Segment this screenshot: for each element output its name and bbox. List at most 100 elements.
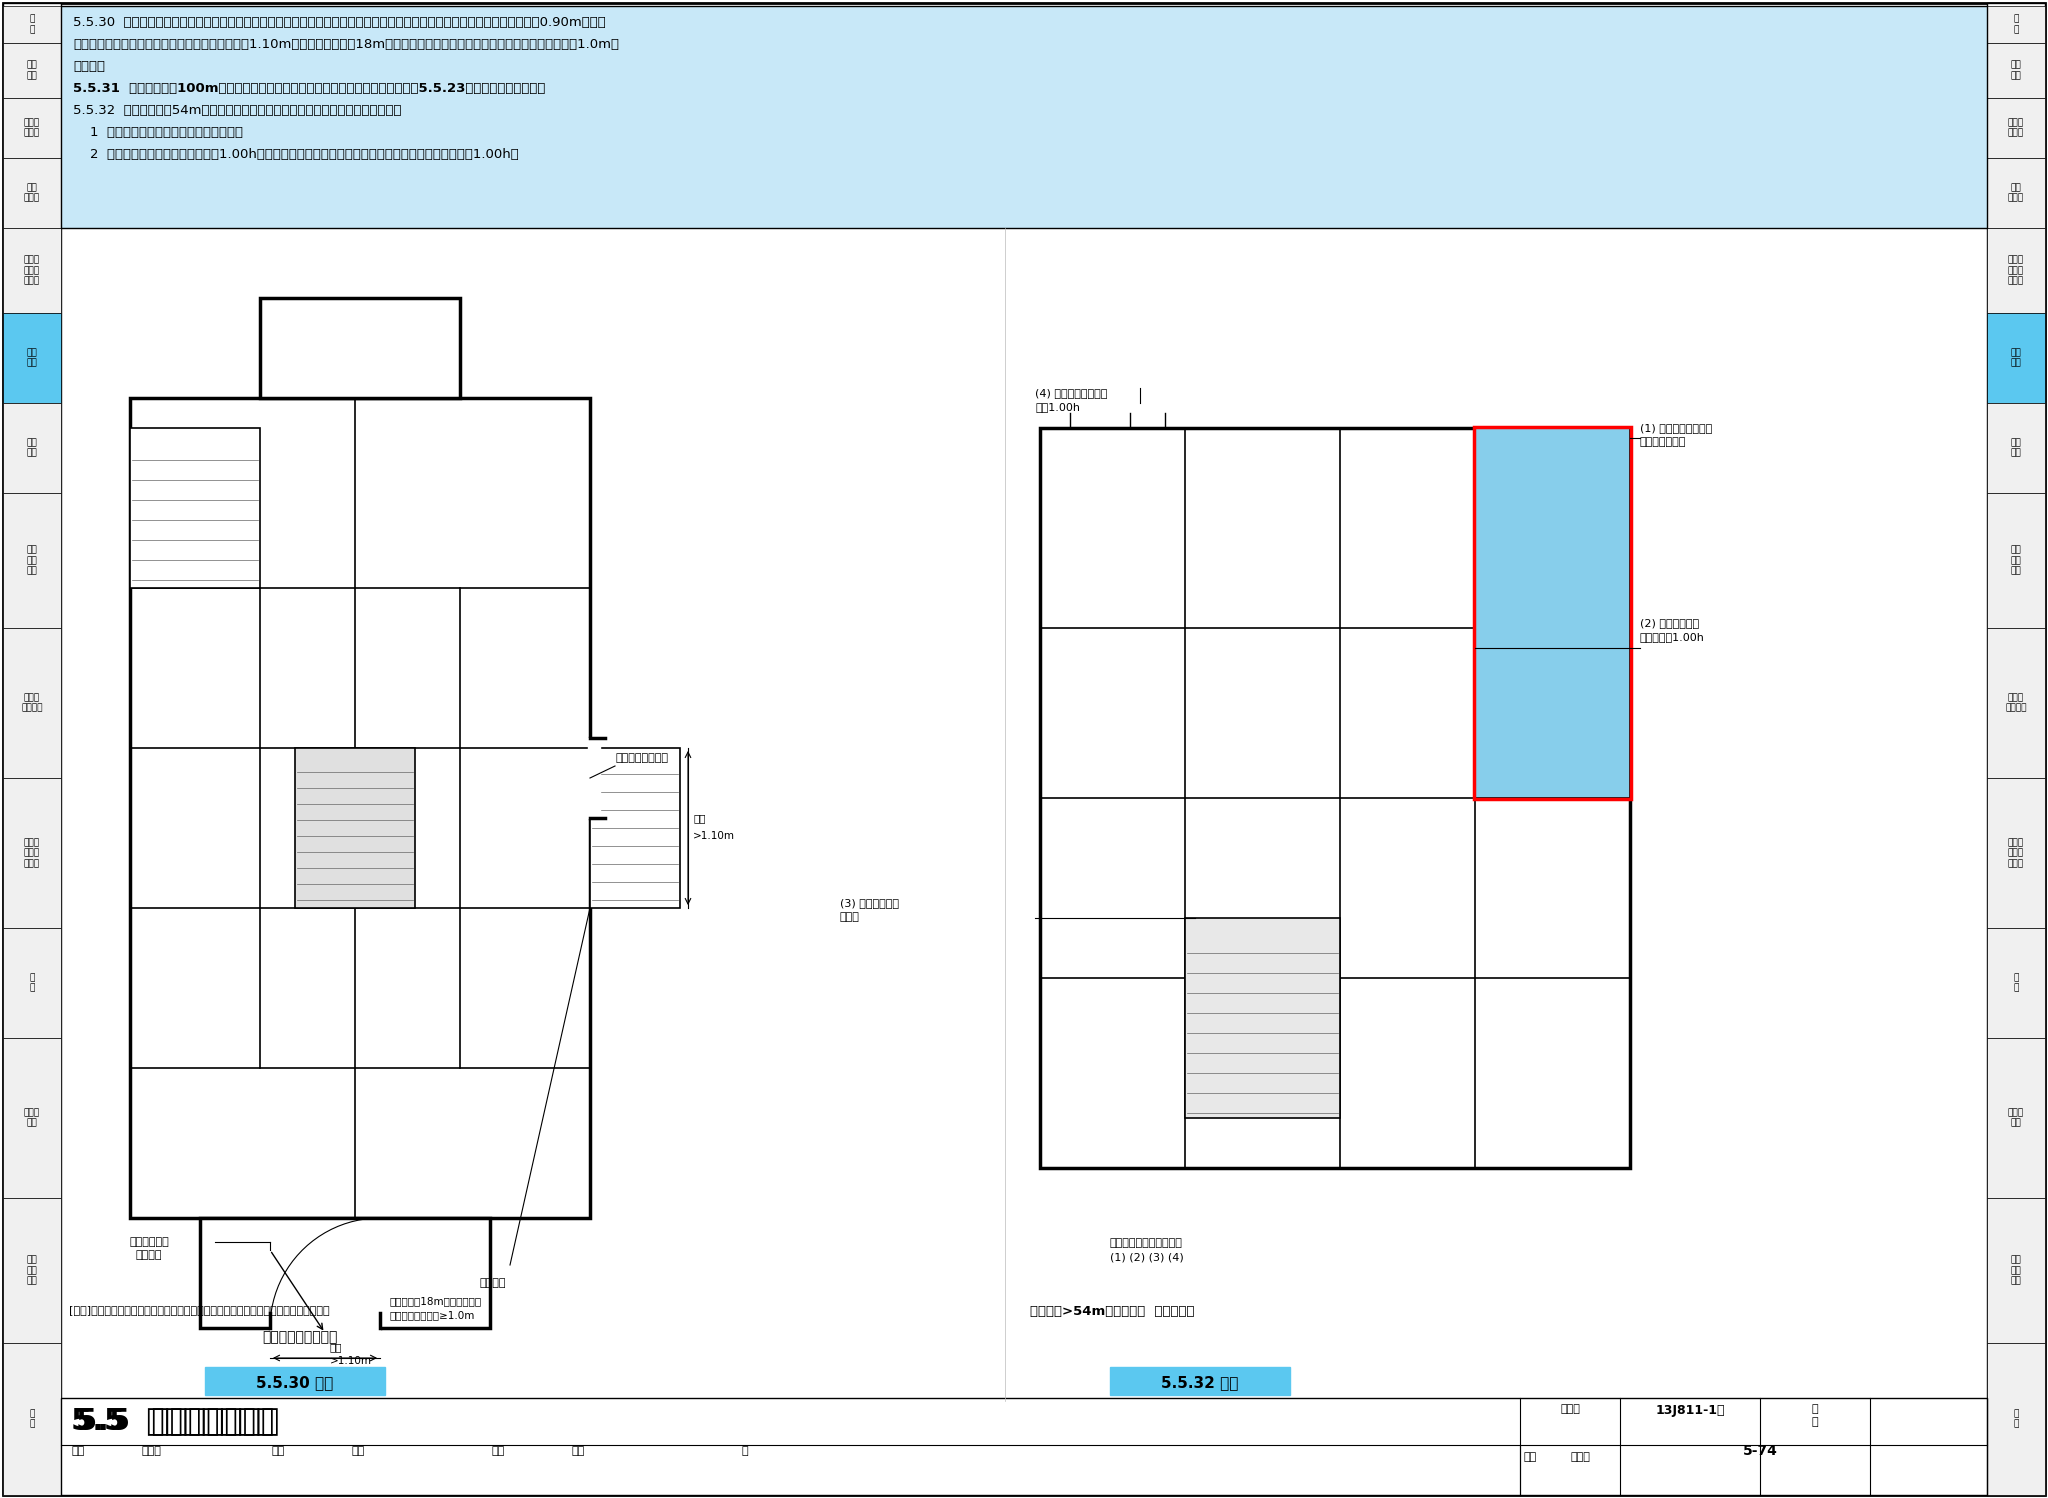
Text: 每户应有一间房符合规定
(1) (2) (3) (4): 每户应有一间房符合规定 (1) (2) (3) (4) (1110, 1237, 1184, 1261)
Text: 消防设
施的设置: 消防设 施的设置 (2005, 694, 2028, 713)
Bar (1987, 493, 2046, 628)
Text: 编制
说明: 编制 说明 (2011, 61, 2021, 81)
Text: (3) 门宜采用乙级
防火门: (3) 门宜采用乙级 防火门 (840, 897, 899, 921)
Bar (2, 628, 61, 777)
Text: 编制
说明: 编制 说明 (27, 61, 37, 81)
Text: 5.5.32 图示: 5.5.32 图示 (1161, 1375, 1239, 1390)
Bar (1475, 427, 1630, 798)
Bar (1987, 1198, 2046, 1344)
Text: 供暖、
空气调
节通风: 供暖、 空气调 节通风 (25, 837, 41, 867)
Text: 消防设
施的设置: 消防设 施的设置 (20, 694, 43, 713)
Text: 5.5.31  建筑高度大于100m的住宅建筑应设置避难层，避难层的设置应符合本规范第5.5.23条有关避难层的要求。: 5.5.31 建筑高度大于100m的住宅建筑应设置避难层，避难层的设置应符合本规… (74, 82, 545, 94)
Text: 附
录: 附 录 (1812, 1404, 1819, 1428)
Text: 页: 页 (741, 1446, 748, 1456)
Text: 蔡昭昀: 蔡昭昀 (141, 1446, 162, 1456)
Text: 民用
建筑: 民用 建筑 (27, 349, 37, 367)
Text: 电
气: 电 气 (2013, 974, 2019, 993)
Text: 疏散走道: 疏散走道 (135, 1249, 162, 1260)
Text: 民用
建筑: 民用 建筑 (2011, 349, 2021, 367)
Text: 5-74: 5-74 (1743, 1444, 1778, 1458)
Bar (260, 298, 461, 398)
Text: 灭火
救援
设施: 灭火 救援 设施 (2011, 545, 2021, 575)
Text: 住宅建筑平面示意图: 住宅建筑平面示意图 (262, 1330, 338, 1344)
Bar (1110, 1368, 1290, 1395)
Text: (1) 靠外墙设置，并应
设置可开启外窗: (1) 靠外墙设置，并应 设置可开启外窗 (1640, 422, 1712, 446)
Bar (205, 1368, 385, 1395)
Text: 高杰: 高杰 (571, 1446, 584, 1456)
Text: 吴颖: 吴颖 (350, 1446, 365, 1456)
Bar (1987, 1038, 2046, 1198)
Text: 灭火
救援
设施: 灭火 救援 设施 (27, 545, 37, 575)
Text: 城市
交通
隧道: 城市 交通 隧道 (2011, 1255, 2021, 1285)
Text: >1.10m: >1.10m (330, 1356, 373, 1366)
Text: 电
气: 电 气 (29, 974, 35, 993)
Bar (1987, 228, 2046, 313)
Text: 总术符
则语号: 总术符 则语号 (25, 118, 41, 138)
Bar (2, 1344, 61, 1495)
Text: 户门（安全出口）: 户门（安全出口） (614, 753, 668, 762)
Bar (1987, 313, 2046, 403)
Text: >1.10m: >1.10m (692, 831, 735, 840)
Bar (2, 228, 61, 313)
Bar (2, 6, 61, 43)
Text: 净宽: 净宽 (692, 813, 705, 822)
Text: 2  内、外墙体的耐火极限不应低于1.00h，该房间的门宜采用乙级防火门，外窗的耐火完整性不宜低于1.00h。: 2 内、外墙体的耐火极限不应低于1.00h，该房间的门宜采用乙级防火门，外窗的耐… (74, 148, 518, 160)
Text: 厂房
和仓库: 厂房 和仓库 (25, 183, 41, 202)
Text: (2) 内、外墙体的
耐火极限＞1.00h: (2) 内、外墙体的 耐火极限＞1.00h (1640, 619, 1704, 643)
Bar (1040, 428, 1630, 1168)
Bar (270, 1323, 381, 1330)
Bar (129, 428, 260, 589)
Text: 审核: 审核 (72, 1446, 84, 1456)
Text: 附
录: 附 录 (2013, 1410, 2019, 1429)
Text: 厂房
和仓库: 厂房 和仓库 (2007, 183, 2023, 202)
Text: 甲乙丙
爆炸材
料储区: 甲乙丙 爆炸材 料储区 (25, 256, 41, 286)
Text: 木结构
建筑: 木结构 建筑 (2007, 1109, 2023, 1128)
Text: 5.5  安全疏散和避难: 5.5 安全疏散和避难 (72, 1407, 274, 1435)
Bar (2, 3, 61, 1495)
Bar (588, 739, 600, 818)
Text: 建筑
构造: 建筑 构造 (27, 439, 37, 458)
Bar (2, 157, 61, 228)
Text: 总术符
则语号: 总术符 则语号 (2007, 118, 2023, 138)
Bar (2, 97, 61, 157)
Text: 目
录: 目 录 (2013, 15, 2019, 34)
Bar (1987, 927, 2046, 1038)
Text: 供暖、
空气调
节通风: 供暖、 空气调 节通风 (2007, 837, 2023, 867)
Bar (61, 1398, 1987, 1495)
Text: 审核: 审核 (1524, 1452, 1536, 1462)
Bar (2, 493, 61, 628)
Text: 图集号: 图集号 (1561, 1404, 1579, 1414)
Bar (2, 313, 61, 403)
Text: 首层疏散外门: 首层疏散外门 (129, 1237, 170, 1246)
Text: 建筑高度＜18m的住宅中一边
设置栏杆时，可为≥1.0m: 建筑高度＜18m的住宅中一边 设置栏杆时，可为≥1.0m (389, 1296, 481, 1320)
Text: 走道、疏散楼梯和首层疏散外门的净宽度不应小于1.10m。建筑高度不大于18m的住宅中一边设置栏杆的疏散楼梯，其净宽度不应小于1.0m。: 走道、疏散楼梯和首层疏散外门的净宽度不应小于1.10m。建筑高度不大于18m的住… (74, 37, 618, 51)
Bar (1987, 777, 2046, 927)
Text: 甲乙丙
爆炸材
料储区: 甲乙丙 爆炸材 料储区 (2007, 256, 2023, 286)
Bar (1186, 918, 1339, 1118)
Text: 13J811-1改: 13J811-1改 (1655, 1404, 1724, 1417)
Bar (61, 6, 1987, 228)
Bar (1987, 3, 2046, 1495)
Bar (1987, 43, 2046, 97)
Bar (295, 748, 416, 908)
Text: 设计: 设计 (492, 1446, 504, 1456)
Bar (1987, 628, 2046, 777)
Text: 附
录: 附 录 (29, 1410, 35, 1429)
Bar (2, 403, 61, 493)
Text: 5.5  安全疏散和避难: 5.5 安全疏散和避难 (76, 1407, 279, 1435)
Bar (129, 398, 590, 1218)
Text: 建筑
构造: 建筑 构造 (2011, 439, 2021, 458)
Text: 5.5.30 图示: 5.5.30 图示 (256, 1375, 334, 1390)
Bar (2, 43, 61, 97)
Bar (2, 777, 61, 927)
Bar (1475, 428, 1630, 798)
Text: 净宽: 净宽 (330, 1342, 342, 1353)
Bar (201, 1218, 489, 1329)
Text: 木结构
建筑: 木结构 建筑 (25, 1109, 41, 1128)
Text: (4) 外窗的耐火完整性
宜＞1.00h: (4) 外窗的耐火完整性 宜＞1.00h (1034, 388, 1108, 412)
Text: 疏散楼梯: 疏散楼梯 (479, 1278, 506, 1288)
Bar (2, 1038, 61, 1198)
Bar (1987, 1344, 2046, 1495)
Text: 【图示】: 【图示】 (74, 60, 104, 73)
Text: [注释]住宅建筑的户门、安全出口、疏散走道和疏散楼梯的各自总净宽度应经计算确定。: [注释]住宅建筑的户门、安全出口、疏散走道和疏散楼梯的各自总净宽度应经计算确定。 (70, 1305, 330, 1315)
